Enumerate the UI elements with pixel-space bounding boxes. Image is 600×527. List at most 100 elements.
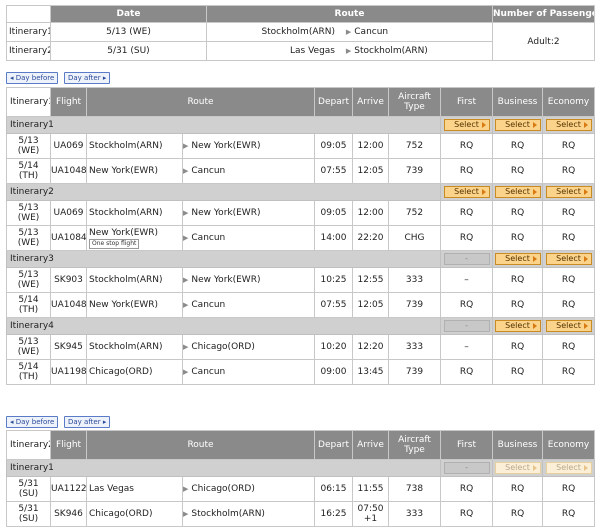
flight-depart: 07:55 [314,292,354,318]
flight-date: 5/13 (WE) [6,200,51,226]
summary-row2-arrow: ▶ Stockholm(ARN) [346,46,428,56]
arrow-right-icon: ▶ [183,276,189,284]
flight-aircraft: 738 [388,476,442,502]
flight-economy-status: RQ [542,292,596,318]
select-economy-button[interactable]: Select [545,119,592,131]
select-first-button[interactable]: Select [443,186,490,198]
itinerary-group-label: Itinerary1 [5,459,442,477]
select-label: Select [454,120,479,129]
triangle-right-icon [583,122,588,128]
select-economy-button[interactable]: Select [545,186,592,198]
day-after-label: Day after [68,74,101,82]
flight-date: 5/31 (SU) [6,476,51,502]
summary-header-route: Route [206,5,493,23]
day-after-button[interactable]: Day after ▸ [64,72,111,84]
select-business-button[interactable]: Select [494,320,541,332]
flight-business-status: RQ [492,267,544,293]
select-economy-button[interactable]: Select [545,320,592,332]
triangle-right-icon [481,189,486,195]
flight-row: 5/31 (SU) SK946 Chicago(ORD) ▶ Stockholm(ARN)… [6,501,596,527]
select-label: Select [556,187,581,196]
group-first-cell: - [440,250,494,268]
flight-aircraft: 752 [388,133,442,159]
select-business-button[interactable]: Select [494,253,541,265]
flight-to-text: Chicago(ORD) [191,342,255,352]
flight-date-weekday: (WE) [17,238,40,248]
select-label: Select [505,321,530,330]
arrow-right-icon: ▶ [183,234,189,242]
flight-economy-status: RQ [542,501,596,527]
flight-to-text: New York(EWR) [191,141,261,151]
day-after-button-2[interactable]: Day after ▸ [64,416,111,428]
flight-number: UA1198 [50,359,87,385]
column-header-arrive: Arrive [352,430,390,460]
flight-economy-status: RQ [542,359,596,385]
flight-business-status: RQ [492,133,544,159]
flight-date-day: 5/13 [18,136,39,146]
triangle-right-icon [583,323,588,329]
flight-to: ▶ Cancun [181,359,316,385]
flight-arrive-time: 12:05 [357,166,384,176]
arrow-right-icon: ▶ [183,368,189,376]
flight-date-day: 5/13 [18,228,39,238]
group-business-cell: Select [492,317,544,335]
chevron-left-icon: ◂ [10,418,14,426]
flight-number: UA069 [50,133,87,159]
flight-to: ▶ Cancun [181,292,316,318]
flight-depart: 09:00 [314,359,354,385]
summary-row1-date: 5/13 (WE) [50,22,207,42]
flight-date: 5/14 (TH) [6,359,51,385]
flight-to-text: Cancun [191,233,226,243]
chevron-left-icon: ◂ [10,74,14,82]
itinerary-group-label: Itinerary3 [5,250,442,268]
triangle-right-icon [583,189,588,195]
flight-arrive-time: 12:55 [357,275,384,285]
flight-from-text: Las Vegas [89,484,134,494]
select-label: Select [505,120,530,129]
select-label: Select [556,321,581,330]
flight-first-status: RQ [440,225,494,251]
arrow-right-icon: ▶ [183,209,189,217]
unavailable-box: - [443,253,490,265]
column-header-aircraft: Aircraft Type [388,430,442,460]
column-header-route: Route [85,87,316,117]
flight-arrive-time: 22:20 [357,233,384,243]
itinerary-group-row: Itinerary1- Select Select [5,459,596,477]
flight-from: Las Vegas [86,476,183,502]
flight-arrive: 12:00 [352,200,390,226]
flight-to: ▶ Cancun [181,158,316,184]
day-before-label: Day before [15,418,55,426]
summary-section: Date Route Number of Passengers Itinerar… [6,5,595,61]
summary-header-date: Date [50,5,207,23]
flight-number: SK946 [50,501,87,527]
flight-date-day: 5/13 [18,203,39,213]
flight-aircraft: 333 [388,267,442,293]
flight-economy-status: RQ [542,158,596,184]
group-economy-cell: Select [542,116,596,134]
flight-from: New York(EWR) [86,158,183,184]
arrow-right-icon: ▶ [345,28,352,36]
day-before-button-2[interactable]: ◂ Day before [6,416,59,428]
select-business-button[interactable]: Select [494,119,541,131]
summary-row1-from: Stockholm(ARN) [261,27,335,37]
flight-first-status: RQ [440,133,494,159]
column-header-first: First [440,87,494,117]
flight-date-day: 5/31 [18,479,39,489]
flight-to-text: New York(EWR) [191,275,261,285]
select-economy-button[interactable]: Select [545,253,592,265]
day-before-button[interactable]: ◂ Day before [6,72,59,84]
flight-first-status: RQ [440,158,494,184]
flight-arrive-time: 12:20 [357,342,384,352]
select-first-button[interactable]: Select [443,119,490,131]
column-header-depart: Depart [314,430,354,460]
flight-date: 5/13 (WE) [6,133,51,159]
column-header-flight: Flight [50,87,87,117]
column-header-route: Route [85,430,316,460]
select-business-button[interactable]: Select [494,186,541,198]
flight-arrive: 07:50 +1 [352,501,390,527]
flight-row: 5/13 (WE) UA1084 New York(EWR) One stop flig… [6,225,596,251]
flight-to: ▶ New York(EWR) [181,200,316,226]
itinerary-group-label: Itinerary4 [5,317,442,335]
summary-row2-from: Las Vegas [290,46,335,56]
summary-row1-to: Cancun [354,27,389,37]
